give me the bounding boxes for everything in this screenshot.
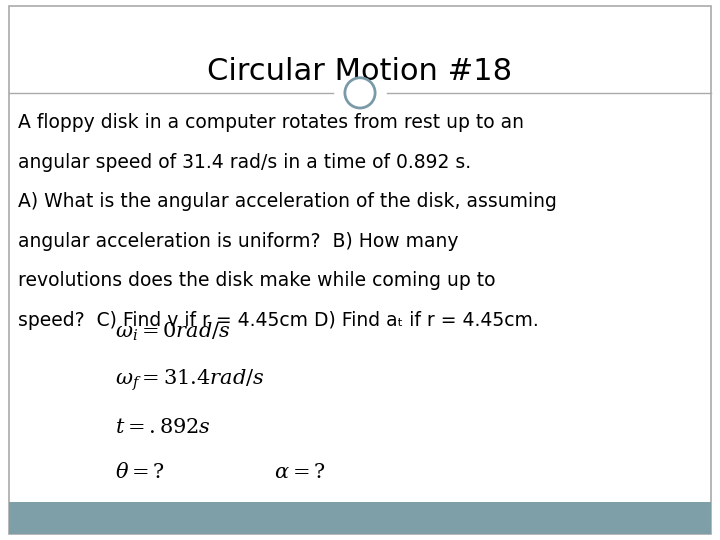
- Text: speed?  C) Find v if r = 4.45cm D) Find aₜ if r = 4.45cm.: speed? C) Find v if r = 4.45cm D) Find a…: [18, 310, 539, 329]
- Text: angular speed of 31.4 rad/s in a time of 0.892 s.: angular speed of 31.4 rad/s in a time of…: [18, 153, 471, 172]
- Bar: [9, 502, 711, 534]
- Ellipse shape: [345, 78, 375, 108]
- Text: $\alpha = ?$: $\alpha = ?$: [274, 462, 325, 483]
- Text: angular acceleration is uniform?  B) How many: angular acceleration is uniform? B) How …: [18, 232, 459, 251]
- Text: revolutions does the disk make while coming up to: revolutions does the disk make while com…: [18, 271, 495, 290]
- Text: $\omega_f = 31.4rad/s$: $\omega_f = 31.4rad/s$: [115, 368, 265, 394]
- Text: $\theta = ?$: $\theta = ?$: [115, 462, 166, 483]
- Text: Circular Motion #18: Circular Motion #18: [207, 57, 513, 86]
- Text: A floppy disk in a computer rotates from rest up to an: A floppy disk in a computer rotates from…: [18, 113, 524, 132]
- Text: $t = .892s$: $t = .892s$: [115, 416, 211, 437]
- Text: $\omega_i = 0rad/s$: $\omega_i = 0rad/s$: [115, 321, 231, 343]
- Text: A) What is the angular acceleration of the disk, assuming: A) What is the angular acceleration of t…: [18, 192, 557, 211]
